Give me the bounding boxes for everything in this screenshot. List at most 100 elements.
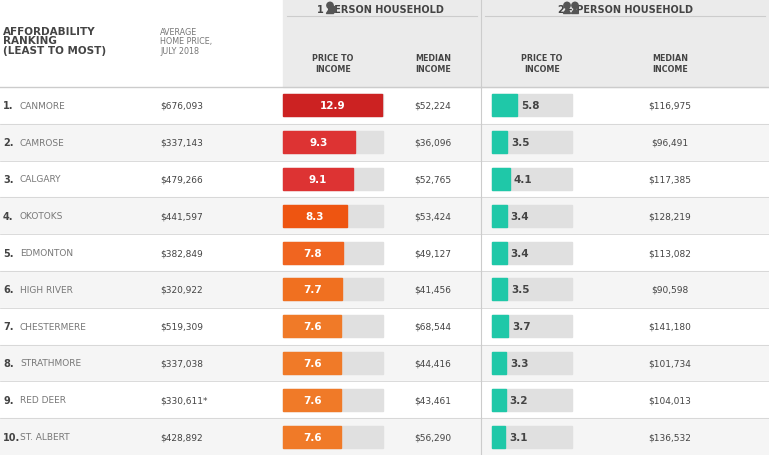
Text: 9.3: 9.3 (310, 138, 328, 148)
Text: $56,290: $56,290 (414, 432, 451, 441)
Text: $101,734: $101,734 (648, 359, 691, 368)
Text: OKOTOKS: OKOTOKS (20, 212, 63, 221)
Bar (283, 95, 383, 117)
Bar (492, 95, 572, 117)
Text: 8.3: 8.3 (305, 211, 325, 221)
Text: 7.6: 7.6 (303, 432, 321, 442)
Text: 3.4: 3.4 (511, 248, 529, 258)
Text: $320,922: $320,922 (160, 285, 202, 294)
Bar (283, 132, 383, 154)
Text: PRICE TO
INCOME: PRICE TO INCOME (521, 54, 563, 74)
Bar (0, 308, 769, 345)
Text: $96,491: $96,491 (651, 138, 688, 147)
Text: $68,544: $68,544 (414, 322, 451, 331)
Bar (492, 352, 506, 374)
Text: CHESTERMERE: CHESTERMERE (20, 322, 87, 331)
Text: 3.: 3. (3, 175, 14, 185)
Bar (492, 242, 572, 264)
Text: $90,598: $90,598 (651, 285, 688, 294)
Text: 1.: 1. (3, 101, 14, 111)
Bar (0, 235, 769, 271)
Text: 4.: 4. (3, 211, 14, 221)
Bar (283, 425, 383, 448)
Text: 7.: 7. (3, 322, 14, 332)
Bar (283, 389, 383, 411)
Text: $128,219: $128,219 (648, 212, 691, 221)
Bar (283, 425, 341, 448)
Bar (283, 315, 341, 338)
Text: 4.1: 4.1 (514, 175, 532, 185)
Text: $337,038: $337,038 (160, 359, 203, 368)
Bar (492, 389, 506, 411)
Bar (283, 242, 383, 264)
Text: $41,456: $41,456 (414, 285, 451, 294)
Bar (492, 389, 572, 411)
Bar (492, 352, 572, 374)
Text: 9.1: 9.1 (309, 175, 327, 185)
Text: 3.1: 3.1 (509, 432, 528, 442)
Text: $116,975: $116,975 (648, 101, 691, 111)
Text: $441,597: $441,597 (160, 212, 203, 221)
Text: STRATHMORE: STRATHMORE (20, 359, 81, 368)
Bar (492, 279, 572, 301)
Bar (492, 132, 507, 154)
Text: $52,224: $52,224 (414, 101, 451, 111)
Bar (492, 425, 572, 448)
Text: 7.6: 7.6 (303, 358, 321, 368)
Text: 3.7: 3.7 (512, 322, 531, 332)
Text: 7.7: 7.7 (303, 285, 322, 295)
Text: $44,416: $44,416 (414, 359, 451, 368)
Text: $53,424: $53,424 (414, 212, 451, 221)
Bar (283, 315, 383, 338)
Bar (492, 205, 572, 228)
Bar (0, 0, 481, 88)
Bar (492, 132, 572, 154)
Bar (492, 315, 572, 338)
Bar (283, 205, 347, 228)
Text: $676,093: $676,093 (160, 101, 203, 111)
Bar (0, 125, 769, 161)
Text: 9.: 9. (3, 395, 14, 405)
Bar (492, 279, 507, 301)
Bar (283, 389, 341, 411)
Bar (283, 95, 382, 117)
Polygon shape (564, 9, 571, 15)
Bar (0, 345, 769, 382)
Text: $43,461: $43,461 (414, 395, 451, 404)
Bar (283, 352, 341, 374)
Bar (492, 169, 572, 191)
Text: CALGARY: CALGARY (20, 175, 62, 184)
Text: 5.: 5. (3, 248, 14, 258)
Text: HIGH RIVER: HIGH RIVER (20, 285, 73, 294)
Bar (283, 279, 342, 301)
Circle shape (564, 3, 570, 10)
Bar (0, 418, 769, 455)
Text: $337,143: $337,143 (160, 138, 203, 147)
Text: ST. ALBERT: ST. ALBERT (20, 432, 70, 441)
Text: 10.: 10. (3, 432, 20, 442)
Text: EDMONTON: EDMONTON (20, 248, 73, 258)
Text: $104,013: $104,013 (648, 395, 691, 404)
Text: CANMORE: CANMORE (20, 101, 66, 111)
Bar (0, 198, 769, 235)
Text: 3.5: 3.5 (511, 285, 530, 295)
Bar (283, 205, 383, 228)
Circle shape (572, 3, 578, 10)
Text: 7.8: 7.8 (304, 248, 322, 258)
Text: $382,849: $382,849 (160, 248, 203, 258)
Bar (0, 88, 769, 125)
Text: 2.: 2. (3, 138, 14, 148)
Text: (LEAST TO MOST): (LEAST TO MOST) (3, 46, 106, 56)
Text: $52,765: $52,765 (414, 175, 451, 184)
Text: HOME PRICE,: HOME PRICE, (160, 37, 212, 46)
Text: 7.6: 7.6 (303, 395, 321, 405)
Bar (492, 242, 507, 264)
Polygon shape (326, 9, 334, 15)
Bar (492, 315, 508, 338)
Text: 3.4: 3.4 (511, 211, 529, 221)
Text: 2+ PERSON HOUSEHOLD: 2+ PERSON HOUSEHOLD (558, 5, 693, 15)
Text: RANKING: RANKING (3, 36, 57, 46)
Text: MEDIAN
INCOME: MEDIAN INCOME (652, 54, 688, 74)
Text: MEDIAN
INCOME: MEDIAN INCOME (415, 54, 451, 74)
Bar (283, 352, 383, 374)
